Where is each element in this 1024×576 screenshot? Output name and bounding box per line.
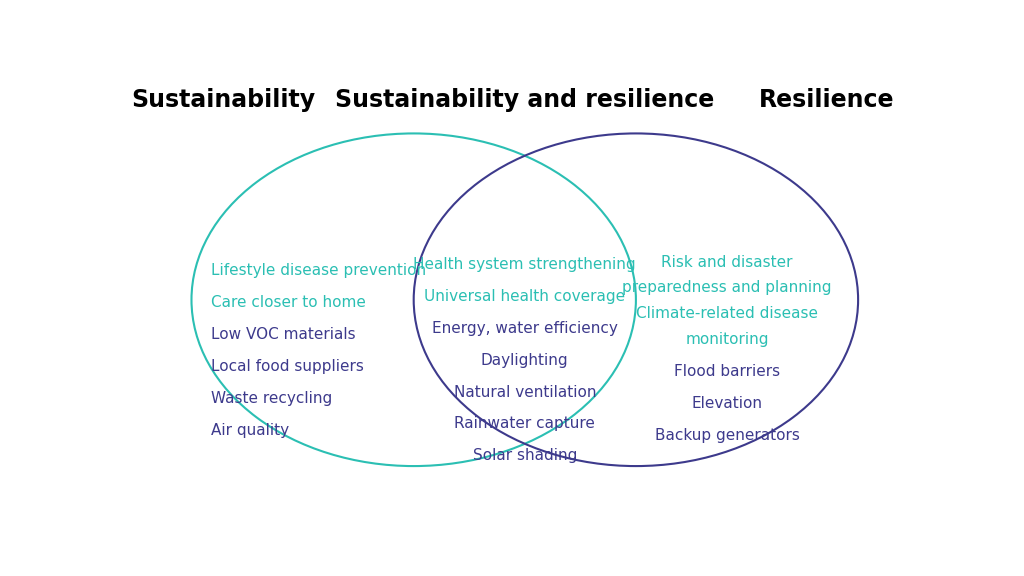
Text: Daylighting: Daylighting [481,353,568,367]
Text: Sustainability and resilience: Sustainability and resilience [335,88,715,112]
Text: Lifestyle disease prevention: Lifestyle disease prevention [211,263,426,278]
Text: Health system strengthening: Health system strengthening [414,257,636,272]
Text: monitoring: monitoring [685,332,769,347]
Text: Rainwater capture: Rainwater capture [455,416,595,431]
Text: Elevation: Elevation [691,396,763,411]
Text: Care closer to home: Care closer to home [211,295,367,310]
Text: Low VOC materials: Low VOC materials [211,327,356,342]
Text: Resilience: Resilience [759,88,894,112]
Text: Sustainability: Sustainability [131,88,315,112]
Text: Local food suppliers: Local food suppliers [211,359,365,374]
Text: Waste recycling: Waste recycling [211,391,333,406]
Text: Air quality: Air quality [211,423,290,438]
Text: Flood barriers: Flood barriers [674,364,780,379]
Text: Natural ventilation: Natural ventilation [454,385,596,400]
Text: preparedness and planning: preparedness and planning [623,281,831,295]
Text: Energy, water efficiency: Energy, water efficiency [432,321,617,336]
Text: Backup generators: Backup generators [654,428,800,443]
Text: Climate-related disease: Climate-related disease [636,306,818,321]
Text: Universal health coverage: Universal health coverage [424,289,626,304]
Text: Risk and disaster: Risk and disaster [662,255,793,270]
Text: Solar shading: Solar shading [473,448,577,463]
